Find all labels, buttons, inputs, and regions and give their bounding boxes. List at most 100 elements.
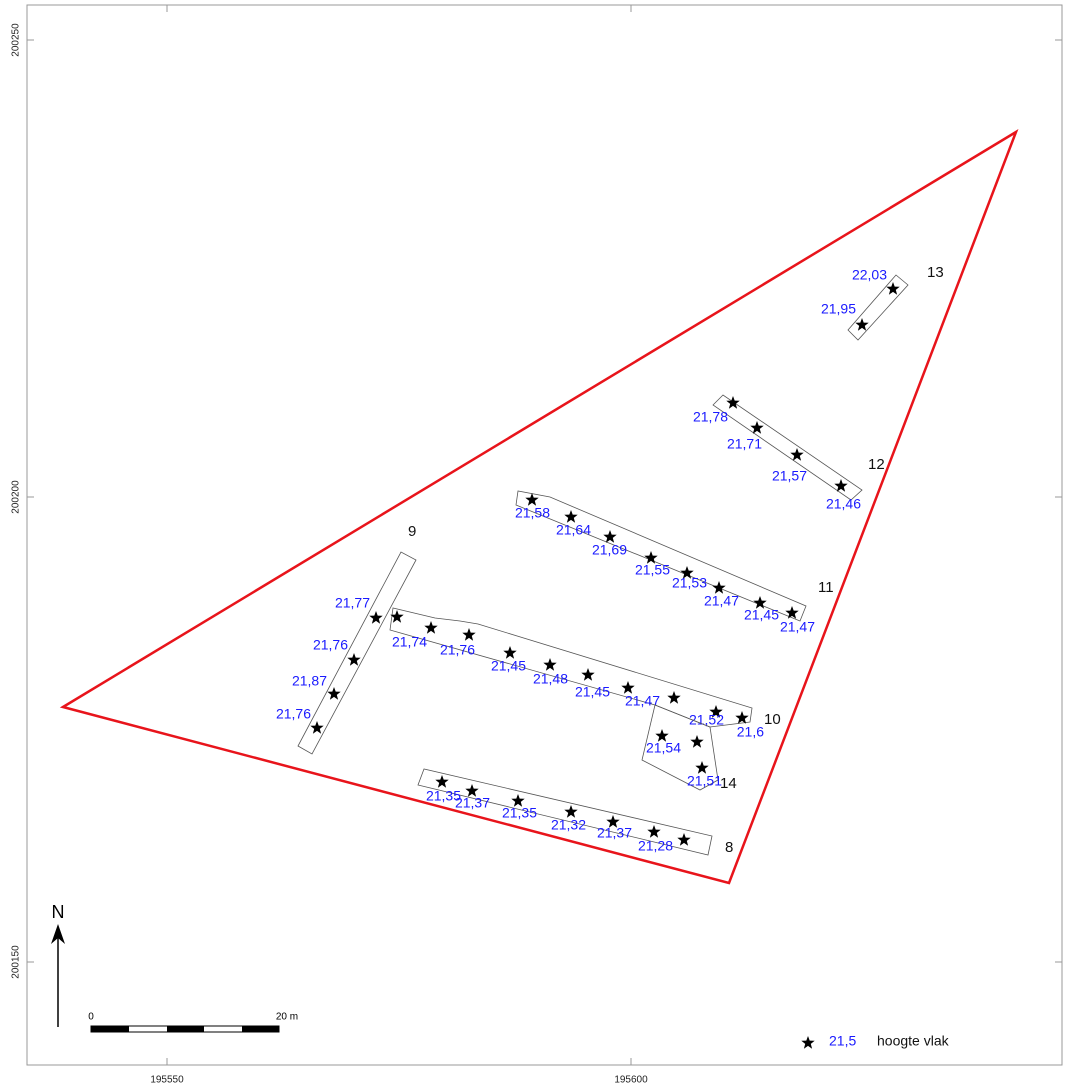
- height-label: 21,77: [335, 595, 370, 611]
- height-point: [310, 721, 324, 734]
- height-label: 21,32: [551, 817, 586, 833]
- height-point: [503, 646, 517, 659]
- height-point: [581, 668, 595, 681]
- scale-start: 0: [88, 1012, 94, 1023]
- height-label: 21,76: [313, 637, 348, 653]
- height-point: [667, 691, 681, 704]
- height-label: 21,48: [533, 671, 568, 687]
- trench-outline: [297, 551, 417, 755]
- height-label: 21,57: [772, 468, 807, 484]
- height-point: [462, 628, 476, 641]
- trench-outline: [847, 274, 909, 341]
- height-label: 21,71: [727, 436, 762, 452]
- height-label: 21,45: [491, 658, 526, 674]
- height-label: 21,55: [635, 562, 670, 578]
- scale-bar: [90, 1025, 280, 1033]
- height-label: 21,47: [780, 619, 815, 635]
- height-point: [712, 581, 726, 594]
- height-point: [347, 653, 361, 666]
- scale-end: 20 m: [276, 1012, 298, 1023]
- x-coordinate-label: 195600: [614, 1075, 648, 1086]
- height-label: 21,53: [672, 575, 707, 591]
- height-label: 21,54: [646, 740, 681, 756]
- height-point: [435, 775, 449, 788]
- legend-star: [801, 1036, 815, 1049]
- height-point: [327, 687, 341, 700]
- height-label: 21,35: [502, 805, 537, 821]
- map-frame: [26, 4, 1063, 1066]
- height-label: 21,46: [826, 496, 861, 512]
- trench-outline: [515, 490, 807, 622]
- trench-outline: [389, 607, 753, 728]
- height-point: [647, 825, 661, 838]
- y-coordinate-label: 200250: [11, 23, 22, 57]
- height-point: [564, 805, 578, 818]
- height-label: 21,35: [426, 788, 461, 804]
- height-label: 21,58: [515, 505, 550, 521]
- height-point: [855, 318, 869, 331]
- height-point: [680, 566, 694, 579]
- height-label: 21,37: [455, 795, 490, 811]
- trench-number: 13: [927, 264, 944, 281]
- height-label: 21,45: [575, 684, 610, 700]
- height-label: 21,95: [821, 301, 856, 317]
- y-coordinate-label: 200150: [11, 945, 22, 979]
- height-label: 21,47: [704, 593, 739, 609]
- scale-bar-segment: [91, 1026, 129, 1032]
- height-label: 21,87: [292, 673, 327, 689]
- height-point: [750, 421, 764, 434]
- height-label: 21,64: [556, 522, 591, 538]
- height-point: [606, 815, 620, 828]
- x-coordinate-label: 195550: [150, 1075, 184, 1086]
- height-label: 21,52: [689, 712, 724, 728]
- height-point: [709, 705, 723, 718]
- legend-sample: 21,5: [829, 1033, 856, 1049]
- scale-bar-segment: [167, 1026, 204, 1032]
- height-label: 21,45: [744, 607, 779, 623]
- trench-number: 14: [720, 775, 737, 792]
- height-point: [790, 448, 804, 461]
- trench-number: 10: [764, 711, 781, 728]
- height-label: 21,37: [597, 825, 632, 841]
- height-point: [525, 493, 539, 506]
- y-coordinate-label: 200200: [11, 480, 22, 514]
- height-label: 21,76: [440, 642, 475, 658]
- height-point: [695, 761, 709, 774]
- height-label: 21,6: [737, 724, 764, 740]
- north-arrow-head: [51, 924, 65, 944]
- trench-number: 11: [818, 579, 834, 596]
- trench-number: 12: [868, 456, 885, 473]
- trench-number: 8: [725, 839, 733, 856]
- height-label: 21,76: [276, 706, 311, 722]
- scale-bar-segment: [242, 1026, 279, 1032]
- height-point: [511, 794, 525, 807]
- trench-outline: [712, 394, 863, 501]
- height-point: [735, 711, 749, 724]
- height-point: [753, 596, 767, 609]
- trench-outline: [417, 768, 713, 856]
- height-point: [886, 282, 900, 295]
- height-label: 21,28: [638, 838, 673, 854]
- height-label: 21,47: [625, 693, 660, 709]
- height-label: 21,51: [687, 773, 722, 789]
- height-label: 21,74: [392, 634, 427, 650]
- height-point: [543, 658, 557, 671]
- height-point: [785, 606, 799, 619]
- height-point: [834, 479, 848, 492]
- legend-label: hoogte vlak: [877, 1033, 950, 1049]
- height-point: [644, 551, 658, 564]
- height-point: [677, 833, 691, 846]
- site-boundary: [59, 129, 1019, 885]
- height-point: [655, 729, 669, 742]
- height-label: 21,69: [592, 542, 627, 558]
- height-point: [424, 621, 438, 634]
- north-label: N: [52, 902, 65, 922]
- height-point: [564, 510, 578, 523]
- height-point: [465, 784, 479, 797]
- height-point: [369, 611, 383, 624]
- trench-outline: [641, 704, 719, 791]
- height-label: 22,03: [852, 267, 887, 283]
- height-point: [390, 610, 404, 623]
